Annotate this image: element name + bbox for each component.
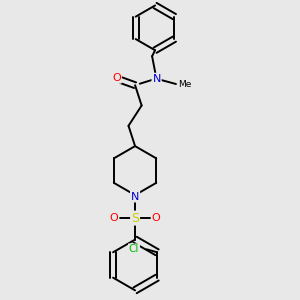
Text: O: O (152, 213, 160, 223)
Text: O: O (112, 73, 121, 83)
Text: S: S (131, 212, 139, 225)
Text: Cl: Cl (129, 244, 139, 254)
Text: O: O (110, 213, 118, 223)
Text: Me: Me (178, 80, 191, 88)
Text: N: N (131, 192, 139, 202)
Text: N: N (152, 74, 161, 84)
